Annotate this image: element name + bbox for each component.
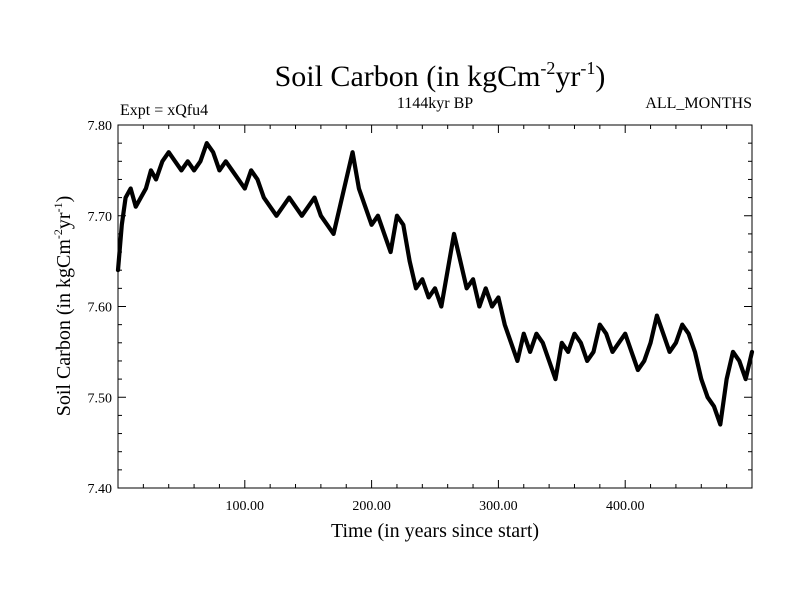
x-tick-label: 200.00 [352, 499, 391, 514]
month-filter-label: ALL_MONTHS [645, 95, 752, 112]
y-tick-label: 7.70 [88, 210, 113, 225]
x-axis-title: Time (in years since start) [331, 520, 539, 542]
x-tick-label: 400.00 [606, 499, 645, 514]
x-axis: 100.00 200.00 300.00 400.00 [142, 125, 728, 514]
experiment-label: Expt = xQfu4 [120, 102, 208, 119]
y-tick-label: 7.60 [88, 301, 113, 316]
soil-carbon-series-line [115, 141, 755, 427]
chart-title: Soil Carbon (in kgCm-2yr-1) [275, 58, 606, 93]
y-tick-label: 7.50 [88, 391, 113, 406]
y-axis-title: Soil Carbon (in kgCm-2yr-1) [51, 196, 75, 417]
y-tick-label: 7.80 [88, 119, 113, 134]
y-tick-label: 7.40 [88, 482, 113, 497]
x-tick-label: 300.00 [479, 499, 518, 514]
x-tick-label: 100.00 [226, 499, 265, 514]
time-period-label: 1144kyr BP [397, 95, 473, 112]
